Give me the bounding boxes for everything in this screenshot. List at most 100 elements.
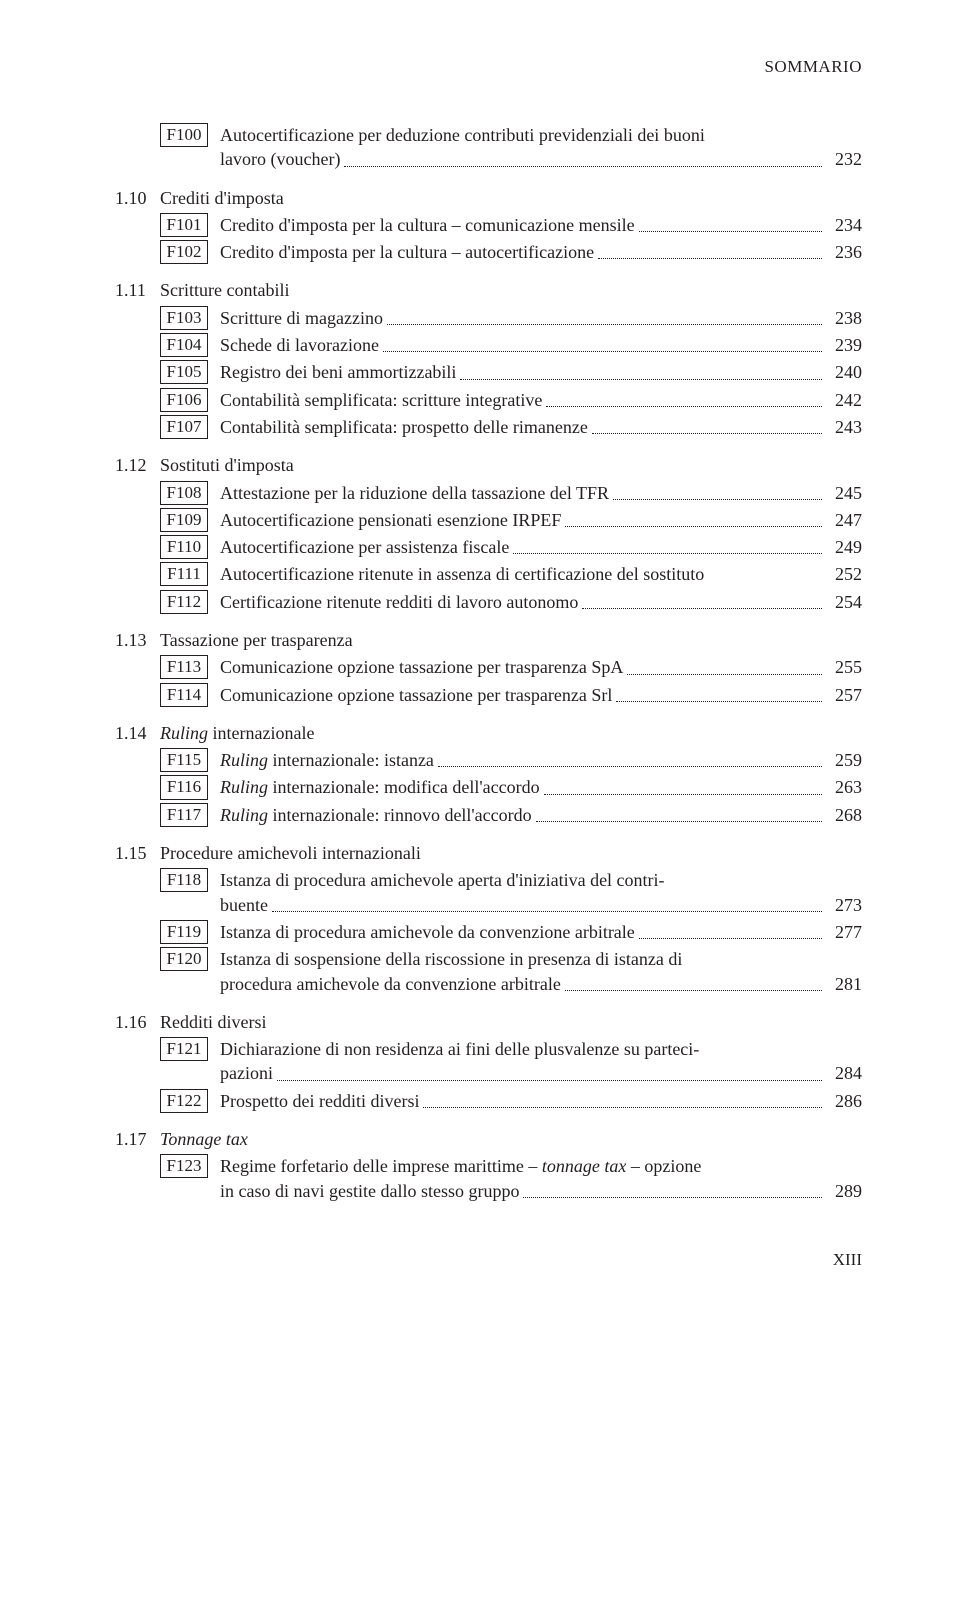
toc-entry: F114 Comunicazione opzione tassazione per… xyxy=(160,683,862,707)
page-number: 249 xyxy=(826,535,862,559)
section-heading: 1.11Scritture contabili xyxy=(115,278,862,302)
page-number: 232 xyxy=(826,147,862,171)
entry-text: Comunicazione opzione tassazione per tra… xyxy=(220,683,612,707)
section-title: Redditi diversi xyxy=(160,1010,862,1034)
leader-dots xyxy=(523,1197,822,1198)
form-code: F119 xyxy=(160,920,208,944)
page-number: 289 xyxy=(826,1179,862,1203)
form-code: F108 xyxy=(160,481,208,505)
leader-dots xyxy=(387,324,822,325)
leader-dots xyxy=(598,258,822,259)
leader-dots xyxy=(383,351,822,352)
leader-dots xyxy=(544,794,822,795)
leader-dots xyxy=(536,821,822,822)
page-number: 234 xyxy=(826,213,862,237)
page-number: 252 xyxy=(826,562,862,586)
section-title: Tonnage tax xyxy=(160,1127,862,1151)
entry-text: Credito d'imposta per la cultura – comun… xyxy=(220,213,635,237)
toc-entry: F123Regime forfetario delle imprese mari… xyxy=(160,1154,862,1203)
section-number: 1.17 xyxy=(115,1127,160,1151)
section-heading: 1.12Sostituti d'imposta xyxy=(115,453,862,477)
toc-entry: F119 Istanza di procedura amichevole da c… xyxy=(160,920,862,944)
form-code: F112 xyxy=(160,590,208,614)
leader-dots xyxy=(639,231,822,232)
toc-entry: F100Autocertificazione per deduzione con… xyxy=(160,123,862,172)
entry-text: Istanza di procedura amichevole da conve… xyxy=(220,920,635,944)
form-code: F111 xyxy=(160,562,208,586)
toc-entry: F120Istanza di sospensione della riscoss… xyxy=(160,947,862,996)
section-number: 1.14 xyxy=(115,721,160,745)
entry-text: Contabilità semplificata: scritture inte… xyxy=(220,388,542,412)
toc-entry: F108 Attestazione per la riduzione della … xyxy=(160,481,862,505)
entry-text: Regime forfetario delle imprese marittim… xyxy=(220,1154,862,1178)
toc-entry: F105Registro dei beni ammortizzabili240 xyxy=(160,360,862,384)
page-number: 273 xyxy=(826,893,862,917)
form-code: F115 xyxy=(160,748,208,772)
entry-text: Credito d'imposta per la cultura – autoc… xyxy=(220,240,594,264)
form-code: F114 xyxy=(160,683,208,707)
toc-entry: F101Credito d'imposta per la cultura – c… xyxy=(160,213,862,237)
toc-section: 1.15Procedure amichevoli internazionali F… xyxy=(115,841,862,996)
section-title: Scritture contabili xyxy=(160,278,862,302)
toc-entry: F113Comunicazione opzione tassazione per… xyxy=(160,655,862,679)
toc-entry: F118Istanza di procedura amichevole aper… xyxy=(160,868,862,917)
toc-entry: F110Autocertificazione per assistenza fi… xyxy=(160,535,862,559)
entry-text: Autocertificazione per assistenza fiscal… xyxy=(220,535,509,559)
form-code: F116 xyxy=(160,775,208,799)
leader-dots xyxy=(513,553,822,554)
entry-text: Attestazione per la riduzione della tass… xyxy=(220,481,609,505)
entry-text: Ruling internazionale: istanza xyxy=(220,748,434,772)
toc-entry: F115Ruling internazionale: istanza259 xyxy=(160,748,862,772)
leader-dots xyxy=(272,911,822,912)
page-number: 254 xyxy=(826,590,862,614)
entry-text: Contabilità semplificata: prospetto dell… xyxy=(220,415,588,439)
entry-text: Certificazione ritenute redditi di lavor… xyxy=(220,590,578,614)
leader-dots xyxy=(639,938,822,939)
form-code: F109 xyxy=(160,508,208,532)
page-number-footer: XIII xyxy=(115,1249,862,1272)
toc-entry: F121Dichiarazione di non residenza ai fi… xyxy=(160,1037,862,1086)
form-code: F106 xyxy=(160,388,208,412)
toc-entry: F107 Contabilità semplificata: prospetto … xyxy=(160,415,862,439)
page-number: 277 xyxy=(826,920,862,944)
form-code: F104 xyxy=(160,333,208,357)
leader-dots xyxy=(423,1107,822,1108)
form-code: F120 xyxy=(160,947,208,971)
toc-entry: F116Ruling internazionale: modifica dell… xyxy=(160,775,862,799)
toc-section: 1.11Scritture contabiliF103Scritture di … xyxy=(115,278,862,439)
form-code: F113 xyxy=(160,655,208,679)
section-number: 1.15 xyxy=(115,841,160,865)
leader-dots xyxy=(546,406,822,407)
toc-entry: F111Autocertificazione ritenute in assen… xyxy=(160,562,862,586)
section-title: Sostituti d'imposta xyxy=(160,453,862,477)
toc-entry: F104Schede di lavorazione239 xyxy=(160,333,862,357)
leader-dots xyxy=(344,166,822,167)
page-number: 247 xyxy=(826,508,862,532)
toc-section: 1.10Crediti d'impostaF101Credito d'impos… xyxy=(115,186,862,265)
page-number: 238 xyxy=(826,306,862,330)
form-code: F105 xyxy=(160,360,208,384)
page-number: 243 xyxy=(826,415,862,439)
page-number: 281 xyxy=(826,972,862,996)
section-heading: 1.13Tassazione per trasparenza xyxy=(115,628,862,652)
section-heading: 1.16Redditi diversi xyxy=(115,1010,862,1034)
toc-entry: F112 Certificazione ritenute redditi di l… xyxy=(160,590,862,614)
section-title: Ruling internazionale xyxy=(160,721,862,745)
page-number: 239 xyxy=(826,333,862,357)
leader-dots xyxy=(592,433,822,434)
section-number: 1.12 xyxy=(115,453,160,477)
page-number: 242 xyxy=(826,388,862,412)
section-number: 1.10 xyxy=(115,186,160,210)
entry-text: buente xyxy=(220,893,268,917)
toc-entry: F117Ruling internazionale: rinnovo dell'… xyxy=(160,803,862,827)
form-code: F122 xyxy=(160,1089,208,1113)
page-header: SOMMARIO xyxy=(115,56,862,79)
section-heading: 1.15Procedure amichevoli internazionali xyxy=(115,841,862,865)
form-code: F102 xyxy=(160,240,208,264)
page-number: 255 xyxy=(826,655,862,679)
page-number: 257 xyxy=(826,683,862,707)
entry-text: in caso di navi gestite dallo stesso gru… xyxy=(220,1179,519,1203)
section-number: 1.16 xyxy=(115,1010,160,1034)
form-code: F107 xyxy=(160,415,208,439)
leader-dots xyxy=(627,674,822,675)
